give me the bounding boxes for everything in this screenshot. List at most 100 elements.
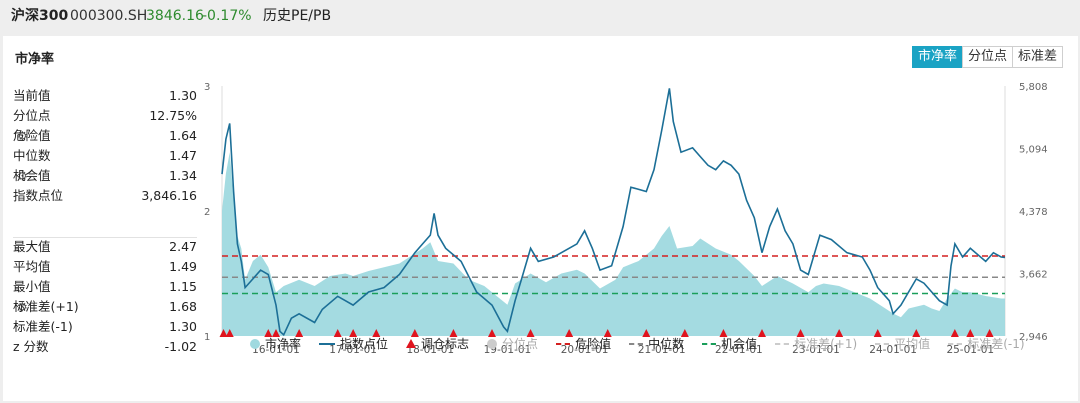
stat-label: 最大值 [13, 239, 51, 254]
legend-item[interactable]: 市净率 [250, 335, 301, 352]
y-tick-left: 3 [204, 82, 210, 93]
panel-title: 市净率 [15, 52, 55, 67]
stat-row: 当前值 1.30 [13, 86, 197, 106]
stat-value: 1.34 [169, 168, 197, 183]
x-tick-label: 25-01-01 [946, 344, 994, 356]
stat-row: 平均值 1.49 [13, 257, 197, 277]
history-pe-pb-link[interactable]: 历史PE/PB [263, 8, 332, 24]
stat-label: 指数点位 [13, 188, 64, 203]
stat-label: 中位数 [13, 148, 51, 163]
rebalance-marker [333, 329, 342, 337]
stat-value: 1.68 [169, 299, 197, 314]
rebalance-marker [295, 329, 304, 337]
legend-item[interactable]: 平均值 [875, 335, 930, 352]
index-line-series [221, 88, 1006, 337]
gear-icon[interactable]: ⚙ [17, 169, 28, 183]
stat-row: z 分数 -1.02 [13, 337, 197, 357]
gear-icon[interactable]: ⚙ [17, 300, 28, 314]
rebalance-marker [985, 329, 994, 337]
stats-divider [13, 237, 197, 238]
x-tick-label: 24-01-01 [869, 344, 917, 356]
rebalance-marker [950, 329, 959, 337]
y-tick-left: 1 [204, 332, 210, 343]
stat-value: 12.75% [149, 108, 197, 123]
rebalance-marker [835, 329, 844, 337]
gear-icon[interactable]: ⚙ [17, 129, 28, 143]
stat-row: 最大值 2.47 [13, 237, 197, 257]
legend-item[interactable]: 分位点 [487, 335, 538, 352]
legend-label: 中位数 [648, 337, 685, 351]
rebalance-marker [966, 329, 975, 337]
stat-value: 2.47 [169, 239, 197, 254]
stat-row: 危险值 ⚙ 1.64 [13, 126, 197, 146]
stat-label: 标准差(+1) [13, 299, 79, 314]
legend-label: 指数点位 [340, 337, 389, 351]
top-bar: 沪深300 000300.SH 3846.16 -0.17% 历史PE/PB [0, 0, 1080, 34]
index-price: 3846.16 [146, 8, 204, 24]
metric-tabs: 市净率 分位点 标准差 [912, 46, 1064, 68]
rebalance-marker [873, 329, 882, 337]
legend-item[interactable]: 机会值 [702, 335, 757, 352]
legend-item[interactable]: 标准差(+1) [775, 335, 857, 352]
rebalance-marker [719, 329, 728, 337]
y-tick-right: 3,662 [1019, 269, 1048, 280]
rebalance-marker [603, 329, 612, 337]
legend-swatch [250, 338, 260, 349]
stat-label: 当前值 [13, 88, 51, 103]
rebalance-marker [219, 329, 228, 337]
stat-value: -1.02 [164, 339, 197, 354]
legend-item[interactable]: 标准差(-1) [948, 335, 1025, 352]
legend-item[interactable]: 危险值 [556, 335, 611, 352]
stat-row: 分位点 12.75% [13, 106, 197, 126]
chart-legend: 市净率 指数点位 调仓标志 分位点 危险值 中位数 机会值 标准差(+1) 平均值 标准差(-1) [250, 335, 1043, 352]
stat-row: 标准差(-1) 1.30 [13, 317, 197, 337]
stat-row: 中位数 1.47 [13, 146, 197, 166]
rebalance-marker [526, 329, 535, 337]
stat-row: 指数点位 3,846.16 [13, 186, 197, 206]
stat-label: 最小值 [13, 279, 51, 294]
x-tick-label: 22-01-01 [715, 344, 763, 356]
rebalance-marker [680, 329, 689, 337]
rebalance-marker [372, 329, 381, 337]
stat-value: 1.30 [169, 88, 197, 103]
legend-label: 标准差(+1) [794, 337, 858, 351]
legend-label: 危险值 [575, 337, 612, 351]
pb-area-series [222, 152, 1005, 336]
x-tick-label: 16-01-01 [252, 344, 300, 356]
legend-swatch [702, 342, 717, 345]
stat-row: 机会值 ⚙ 1.34 [13, 166, 197, 186]
legend-item[interactable]: 中位数 [629, 335, 684, 352]
rebalance-marker [349, 329, 358, 337]
x-tick-label: 23-01-01 [792, 344, 840, 356]
stat-value: 3,846.16 [141, 188, 197, 203]
stat-label: z 分数 [13, 339, 49, 354]
stat-value: 1.49 [169, 259, 197, 274]
y-tick-left: 2 [204, 207, 210, 218]
legend-label: 分位点 [502, 337, 539, 351]
legend-item[interactable]: 指数点位 [319, 335, 388, 352]
y-tick-right: 5,094 [1019, 144, 1048, 155]
legend-item[interactable]: 调仓标志 [406, 335, 469, 352]
x-tick-label: 20-01-01 [561, 344, 609, 356]
tab-stddev[interactable]: 标准差 [1012, 46, 1064, 68]
stat-value: 1.30 [169, 319, 197, 334]
stat-row: 最小值 1.15 [13, 277, 197, 297]
legend-swatch [948, 342, 963, 345]
stat-value: 1.15 [169, 279, 197, 294]
legend-swatch [556, 342, 571, 345]
legend-swatch [629, 342, 644, 345]
legend-label: 调仓标志 [421, 337, 470, 351]
index-code: 000300.SH [70, 8, 148, 24]
stat-row: 标准差(+1) ⚙ 1.68 [13, 297, 197, 317]
stat-value: 1.47 [169, 148, 197, 163]
legend-label: 机会值 [721, 337, 758, 351]
rebalance-marker [225, 329, 234, 337]
stat-label: 标准差(-1) [13, 319, 73, 334]
legend-swatch [487, 338, 498, 349]
legend-label: 市净率 [265, 337, 302, 351]
y-tick-right: 5,808 [1019, 82, 1048, 93]
legend-swatch [406, 339, 417, 348]
index-name: 沪深300 [11, 8, 69, 24]
legend-swatch [319, 342, 336, 345]
